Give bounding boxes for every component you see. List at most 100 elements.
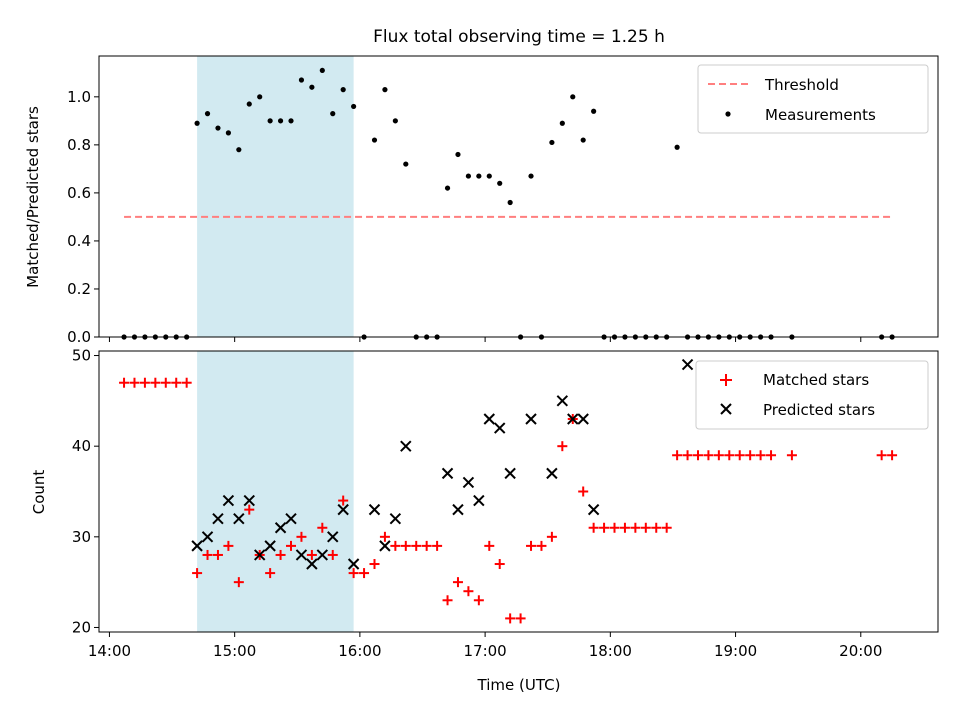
predicted-stars-point bbox=[264, 540, 276, 552]
legend-measurements-label: Measurements bbox=[765, 106, 876, 124]
matched-stars-point bbox=[640, 522, 651, 533]
figure-title: Flux total observing time = 1.25 h bbox=[373, 27, 665, 47]
matched-stars-point bbox=[400, 540, 411, 551]
matched-stars-point bbox=[379, 531, 390, 542]
matched-stars-point bbox=[484, 540, 495, 551]
measurements-point bbox=[403, 161, 409, 167]
measurements-point bbox=[236, 147, 242, 153]
matched-stars-point bbox=[286, 540, 297, 551]
matched-stars-point bbox=[876, 450, 887, 461]
matched-stars-point bbox=[411, 540, 422, 551]
measurements-point bbox=[204, 111, 211, 117]
matched-stars-point bbox=[150, 377, 161, 388]
matched-stars-point bbox=[588, 522, 599, 533]
matched-stars-point bbox=[244, 504, 255, 515]
measurements-point bbox=[497, 180, 503, 186]
top-highlight-band bbox=[197, 56, 354, 337]
predicted-stars-point bbox=[577, 413, 589, 425]
top-legend-box bbox=[697, 64, 929, 134]
measurements-point bbox=[570, 94, 576, 100]
predicted-stars-point bbox=[368, 503, 381, 516]
measurements-point bbox=[549, 139, 555, 146]
matched-stars-point bbox=[119, 377, 130, 388]
bottom-axes-frame bbox=[98, 350, 939, 633]
predicted-stars-point bbox=[567, 413, 579, 425]
matched-stars-point bbox=[473, 595, 484, 606]
measurements-point bbox=[591, 108, 597, 114]
top-axes: 0.0 0.2 0.4 0.6 0.8 1.0 Matched/Predicted sta… bbox=[24, 55, 939, 346]
matched-stars-point bbox=[713, 450, 724, 461]
legend-predicted-label: Predicted stars bbox=[763, 401, 875, 419]
predicted-stars-point bbox=[191, 540, 203, 552]
top-y-tick-label: 0.6 bbox=[67, 184, 91, 202]
matched-stars-point bbox=[536, 540, 547, 551]
top-y-tick-label: 0.8 bbox=[67, 136, 91, 154]
matched-stars-point bbox=[171, 377, 182, 388]
predicted-stars-point bbox=[681, 358, 694, 371]
predicted-stars-point bbox=[201, 531, 214, 543]
predicted-stars-point bbox=[337, 503, 349, 516]
top-y-tick-label: 0.0 bbox=[67, 328, 91, 346]
measurements-point bbox=[465, 173, 472, 179]
measurements-point bbox=[392, 118, 398, 124]
matched-stars-point bbox=[181, 377, 192, 388]
measurements-point bbox=[309, 84, 315, 90]
matched-stars-point bbox=[202, 549, 213, 560]
matched-stars-point bbox=[734, 450, 745, 461]
predicted-stars-point bbox=[400, 440, 412, 452]
predicted-stars-point bbox=[295, 549, 308, 561]
matched-stars-point bbox=[306, 549, 317, 560]
bottom-legend-box bbox=[695, 360, 929, 430]
predicted-stars-point bbox=[253, 549, 266, 561]
matched-stars-point bbox=[233, 577, 244, 588]
matched-stars-point bbox=[442, 595, 453, 606]
predicted-stars-point bbox=[306, 558, 318, 570]
predicted-stars-point bbox=[504, 467, 516, 480]
top-legend: Threshold Measurements bbox=[697, 64, 929, 134]
measurements-point bbox=[215, 125, 221, 131]
matched-stars-point bbox=[223, 540, 234, 551]
predicted-stars-point bbox=[243, 494, 255, 507]
predicted-stars-point bbox=[347, 558, 360, 570]
matched-stars-point bbox=[275, 549, 286, 560]
matched-stars-point bbox=[672, 450, 683, 461]
matched-stars-point bbox=[755, 450, 766, 461]
bottom-plot-area bbox=[119, 351, 898, 632]
measurements-point bbox=[246, 101, 252, 107]
matched-stars-point bbox=[317, 522, 328, 533]
measurements-point bbox=[288, 118, 294, 124]
top-y-ticks: 0.0 0.2 0.4 0.6 0.8 1.0 bbox=[67, 88, 99, 346]
x-tick-label: 14:00 bbox=[88, 642, 131, 660]
predicted-stars-point bbox=[473, 494, 485, 507]
matched-stars-point bbox=[494, 559, 505, 570]
matched-stars-point bbox=[745, 450, 756, 461]
bottom-y-tick-label: 40 bbox=[72, 437, 91, 455]
matched-stars-point bbox=[630, 522, 641, 533]
top-y-tick-label: 1.0 bbox=[67, 88, 91, 106]
matched-stars-point bbox=[599, 522, 610, 533]
measurements-point bbox=[674, 144, 680, 150]
predicted-stars-point bbox=[452, 503, 464, 516]
predicted-legend-marker bbox=[720, 403, 732, 415]
predicted-stars-point bbox=[316, 549, 329, 561]
matched-stars-point bbox=[359, 568, 370, 579]
bottom-y-tick-label: 50 bbox=[72, 347, 91, 365]
predicted-stars-point bbox=[327, 531, 339, 543]
top-axes-frame bbox=[98, 55, 939, 338]
measurements-point bbox=[476, 173, 482, 179]
bottom-y-tick-label: 30 bbox=[72, 528, 91, 546]
matched-stars-point bbox=[192, 568, 203, 579]
measurements-point bbox=[559, 120, 565, 126]
measurements-point bbox=[330, 111, 336, 117]
matched-stars-point bbox=[692, 450, 703, 461]
bottom-y-axis-label: Count bbox=[30, 470, 48, 515]
predicted-stars-point bbox=[462, 476, 475, 489]
bottom-x-ticks: 14:00 15:00 16:00 17:00 18:00 19:00 20:00 bbox=[88, 632, 882, 660]
matched-stars-point bbox=[129, 377, 140, 388]
measurements-point bbox=[580, 137, 586, 143]
matched-stars-point bbox=[766, 450, 777, 461]
bottom-axes: 20 30 40 50 14:00 15:00 16:00 17:00 18:00 19:00 2… bbox=[30, 347, 939, 694]
matched-stars-point bbox=[578, 486, 589, 497]
measurements-point bbox=[298, 77, 305, 83]
